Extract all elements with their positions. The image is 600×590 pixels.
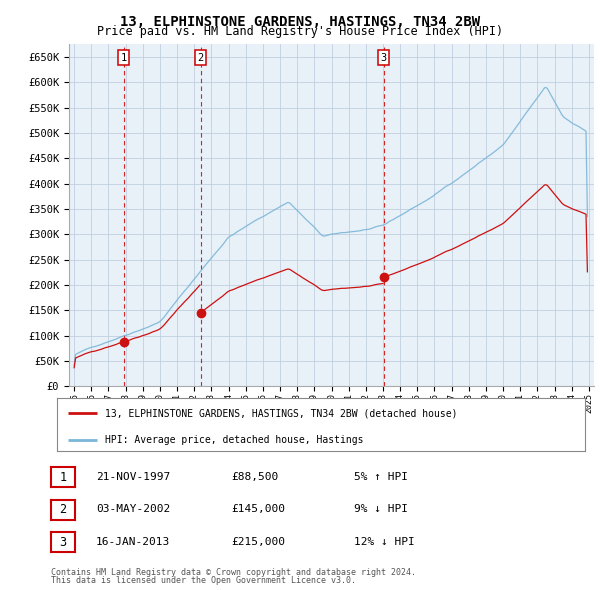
Text: 13, ELPHINSTONE GARDENS, HASTINGS, TN34 2BW (detached house): 13, ELPHINSTONE GARDENS, HASTINGS, TN34 … (104, 408, 457, 418)
Text: 16-JAN-2013: 16-JAN-2013 (96, 537, 170, 546)
Text: £145,000: £145,000 (231, 504, 285, 514)
Text: 3: 3 (380, 53, 387, 63)
Text: 5% ↑ HPI: 5% ↑ HPI (354, 472, 408, 481)
Text: 21-NOV-1997: 21-NOV-1997 (96, 472, 170, 481)
Text: 2: 2 (197, 53, 204, 63)
Text: Price paid vs. HM Land Registry's House Price Index (HPI): Price paid vs. HM Land Registry's House … (97, 25, 503, 38)
Text: Contains HM Land Registry data © Crown copyright and database right 2024.: Contains HM Land Registry data © Crown c… (51, 568, 416, 577)
Text: 1: 1 (59, 471, 67, 484)
Text: 13, ELPHINSTONE GARDENS, HASTINGS, TN34 2BW: 13, ELPHINSTONE GARDENS, HASTINGS, TN34 … (120, 15, 480, 29)
Text: £215,000: £215,000 (231, 537, 285, 546)
Text: 9% ↓ HPI: 9% ↓ HPI (354, 504, 408, 514)
Text: 3: 3 (59, 536, 67, 549)
Text: £88,500: £88,500 (231, 472, 278, 481)
Text: This data is licensed under the Open Government Licence v3.0.: This data is licensed under the Open Gov… (51, 576, 356, 585)
Text: HPI: Average price, detached house, Hastings: HPI: Average price, detached house, Hast… (104, 435, 363, 445)
Text: 1: 1 (121, 53, 127, 63)
Text: 2: 2 (59, 503, 67, 516)
Text: 03-MAY-2002: 03-MAY-2002 (96, 504, 170, 514)
Text: 12% ↓ HPI: 12% ↓ HPI (354, 537, 415, 546)
